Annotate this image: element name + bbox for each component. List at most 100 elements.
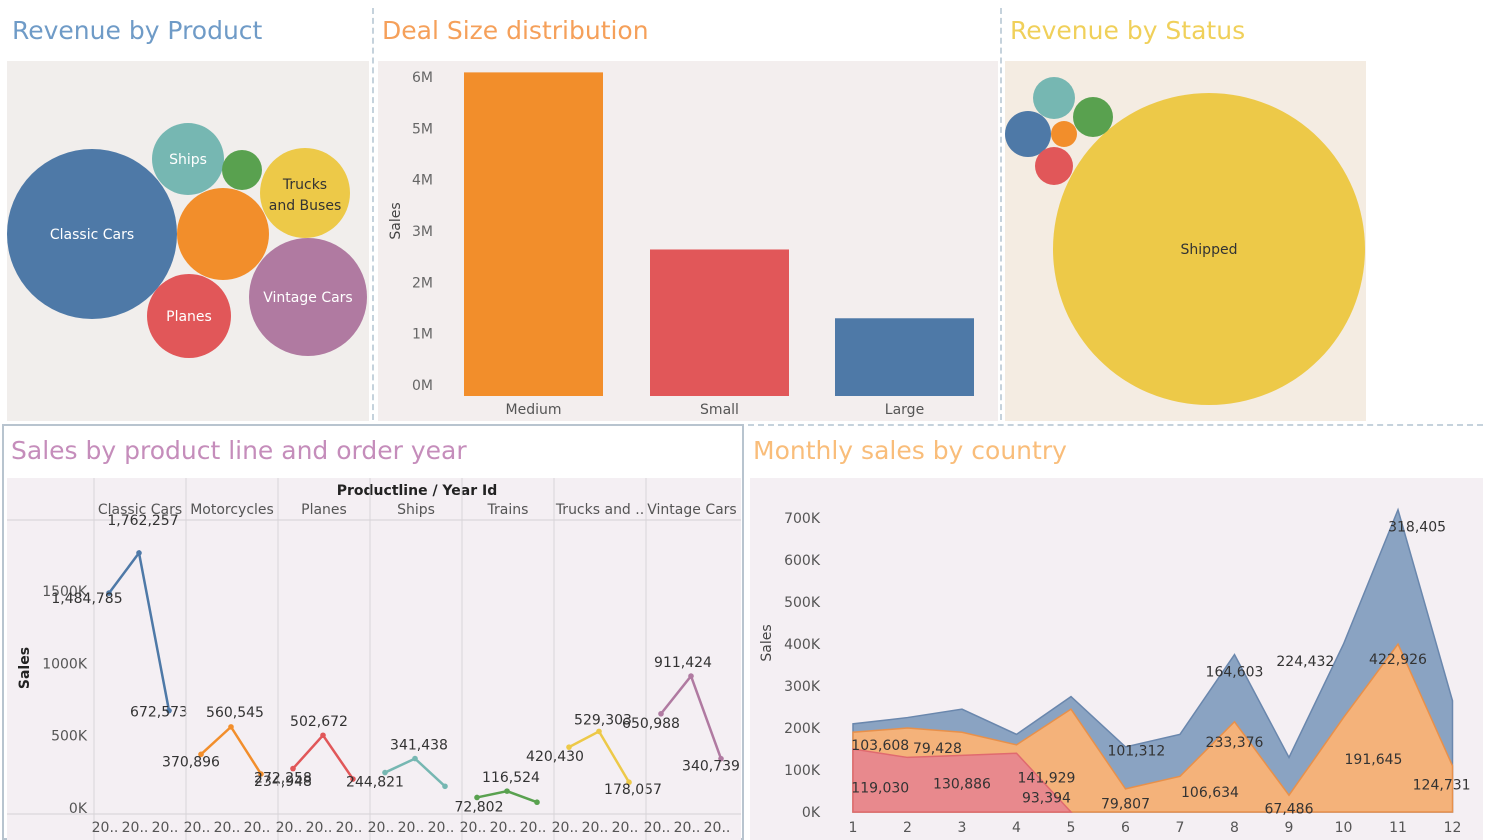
revenue-by-status-chart[interactable]: Shipped [1005,61,1366,421]
sales-point[interactable] [320,732,326,739]
sales-point[interactable] [198,751,204,758]
status-bubble[interactable] [1033,77,1075,119]
sales-point[interactable] [474,794,480,801]
data-label: 234,948 [254,774,312,790]
bubble-label: Classic Cars [50,227,134,243]
data-label: 130,886 [933,776,991,792]
y-tick-label: 1M [412,327,433,343]
data-label: 272,258 [254,771,312,787]
y-tick-label: 5M [412,121,433,137]
data-label: 72,802 [455,799,504,815]
monthly-sales-panel[interactable]: Monthly sales by country 0K 100K 200K 300K 4… [748,426,1485,840]
product-bubble[interactable] [222,150,262,190]
x-tick-label: 20.. [152,820,179,836]
product-bubble[interactable] [260,148,350,238]
country-area[interactable] [852,748,1073,813]
status-bubble[interactable] [1051,121,1077,147]
deal-size-bar[interactable] [464,72,603,396]
y-tick-label: 1000K [42,656,88,672]
sales-point[interactable] [350,776,356,782]
product-bubble[interactable] [152,123,224,195]
data-label: 93,394 [1022,791,1071,807]
x-tick-label: 20.. [368,820,395,836]
sales-point[interactable] [290,765,296,772]
data-label: 164,603 [1206,664,1264,680]
x-tick-label: Large [885,402,924,418]
deal-size-bar[interactable] [835,318,974,396]
facet-label: Ships [397,502,435,518]
sales-point[interactable] [566,744,572,750]
sales-point[interactable] [658,710,664,717]
data-label: 119,030 [851,781,909,797]
y-tick-label: 200K [784,721,821,737]
facet-label: Trucks and .. [555,502,644,518]
panel-title: Revenue by Status [1010,16,1246,45]
sales-point[interactable] [106,590,112,596]
data-label: 79,428 [913,741,962,757]
status-bubble[interactable] [1073,97,1113,137]
facet-label: Vintage Cars [647,502,736,518]
data-label: 67,486 [1265,802,1314,818]
x-tick-label: 9 [1285,820,1294,836]
product-bubble[interactable] [7,149,177,319]
status-bubble[interactable] [1005,111,1051,157]
y-tick-label: 500K [784,595,821,611]
revenue-by-product-panel[interactable]: Revenue by Product Classic Cars Ships Truc… [0,0,370,422]
divider [1000,8,1002,420]
sales-point[interactable] [504,788,510,794]
sales-point[interactable] [382,769,388,776]
facet-label: Motorcycles [190,502,274,518]
y-axis-label: Sales [17,647,33,689]
x-tick-label: 5 [1067,820,1076,836]
data-label: 650,988 [622,716,680,732]
sales-point[interactable] [718,755,724,762]
sales-point[interactable] [412,755,418,762]
data-label: 106,634 [1181,785,1239,801]
x-tick-label: 12 [1444,820,1462,836]
sales-point[interactable] [626,779,632,786]
divider [372,8,374,420]
x-tick-label: 20.. [184,820,211,836]
sales-point[interactable] [534,799,540,806]
deal-size-panel[interactable]: Deal Size distribution 0M 1M 2M 3M 4M 5M 6M Sal… [375,0,999,422]
y-axis-label: Sales [388,202,404,239]
facet-label: Trains [487,502,529,518]
sales-point[interactable] [228,724,234,730]
data-label: 124,731 [1413,778,1471,794]
data-label: 560,545 [206,705,264,721]
data-label: 422,926 [1369,652,1427,668]
sales-by-line-panel[interactable]: Sales by product line and order year Pro… [4,426,742,840]
panel-title: Monthly sales by country [753,436,1067,465]
bubble-label: Trucks [282,177,327,193]
bubble-label: Planes [166,309,212,325]
product-bubble[interactable] [249,238,367,356]
data-label: 116,524 [482,770,540,786]
status-bubble[interactable] [1053,93,1365,405]
revenue-by-product-chart[interactable]: Classic Cars Ships Trucks and Buses Vintage … [7,61,369,421]
y-tick-label: 700K [784,511,821,527]
sales-point[interactable] [166,707,172,714]
deal-size-chart[interactable]: 0M 1M 2M 3M 4M 5M 6M Sales Medium Small Large [378,61,998,421]
bubble-label: and Buses [269,198,341,214]
product-bubble[interactable] [177,188,269,280]
product-bubble[interactable] [147,274,231,358]
sales-point[interactable] [442,783,448,790]
x-tick-label: 20.. [460,820,487,836]
data-label: 672,573 [130,705,188,721]
sales-point[interactable] [688,673,694,679]
country-area[interactable] [852,507,1454,813]
sales-point[interactable] [136,550,142,556]
sales-point[interactable] [258,771,264,777]
x-tick-label: 20.. [490,820,517,836]
panel-title: Sales by product line and order year [11,436,467,465]
revenue-by-status-panel[interactable]: Revenue by Status Shipped [1003,0,1485,422]
y-tick-label: 0K [802,805,821,821]
sales-by-line-chart[interactable]: Productline / Year Id Sales 0K 500K 1000K 150… [7,478,741,840]
data-label: 103,608 [851,738,909,754]
data-label: 224,432 [1276,654,1334,670]
status-bubble[interactable] [1035,147,1073,185]
sales-point[interactable] [596,728,602,735]
deal-size-bar[interactable] [650,249,789,396]
x-tick-label: 20.. [704,820,731,836]
